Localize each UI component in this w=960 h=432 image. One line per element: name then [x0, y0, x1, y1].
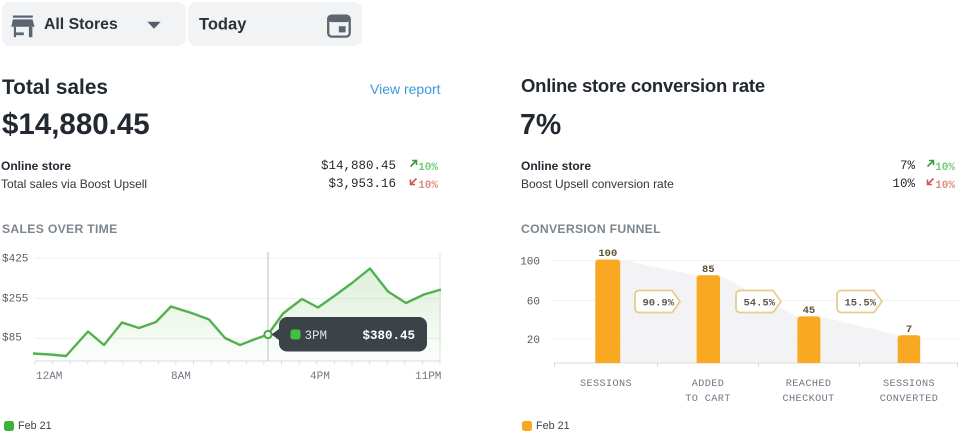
svg-text:54.5%: 54.5% [744, 297, 776, 309]
svg-text:REACHED: REACHED [786, 379, 832, 390]
svg-text:20: 20 [527, 335, 540, 347]
svg-text:$380.45: $380.45 [362, 329, 415, 343]
svg-text:85: 85 [702, 264, 715, 276]
svg-text:100: 100 [520, 257, 540, 269]
svg-text:8AM: 8AM [171, 371, 191, 383]
svg-text:ADDED: ADDED [692, 379, 725, 390]
svg-text:4PM: 4PM [310, 371, 330, 383]
svg-text:$425: $425 [2, 254, 28, 266]
svg-text:TO CART: TO CART [685, 394, 731, 405]
svg-text:$85: $85 [2, 333, 22, 345]
svg-text:90.9%: 90.9% [643, 297, 675, 309]
svg-text:SESSIONS: SESSIONS [883, 379, 935, 390]
svg-text:CHECKOUT: CHECKOUT [783, 394, 835, 405]
svg-text:CONVERTED: CONVERTED [880, 394, 939, 405]
svg-text:15.5%: 15.5% [845, 297, 877, 309]
svg-text:45: 45 [803, 305, 816, 317]
svg-text:100: 100 [598, 248, 617, 260]
svg-text:60: 60 [527, 297, 540, 309]
svg-text:SESSIONS: SESSIONS [580, 379, 632, 390]
svg-text:$255: $255 [2, 294, 28, 306]
svg-text:12AM: 12AM [36, 371, 62, 383]
svg-text:11PM: 11PM [415, 371, 441, 383]
svg-text:3PM: 3PM [305, 329, 328, 343]
svg-text:7: 7 [906, 324, 912, 336]
